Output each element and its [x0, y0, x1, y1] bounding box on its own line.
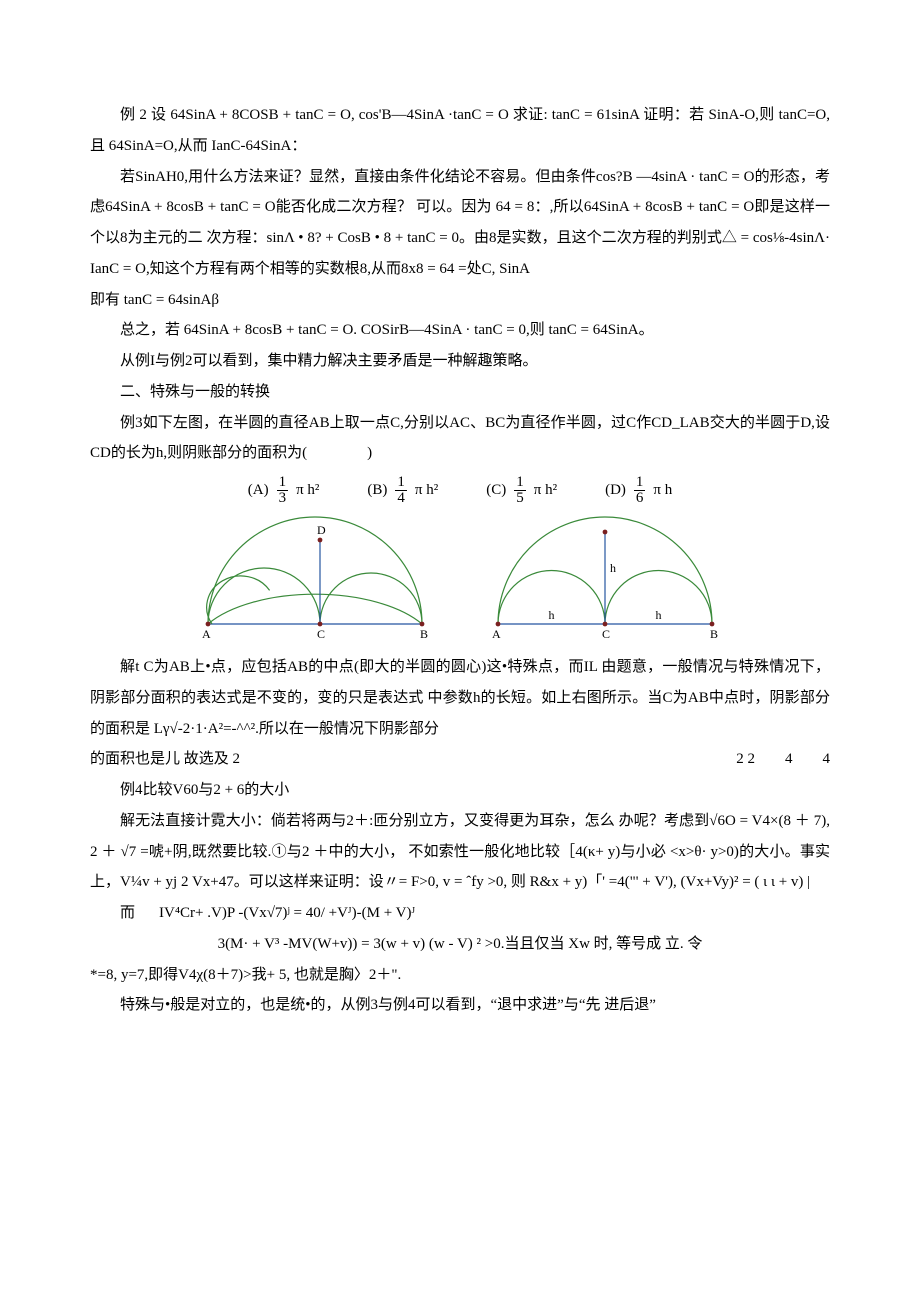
- figure-row: A B C D A B Ch h h: [90, 512, 830, 642]
- fraction-icon: 1 4: [395, 475, 407, 506]
- example-4-solution: 解无法直接计霓大小：倘若将两与2＋:匝分别立方，又变得更为耳杂，怎么 办呢？考虑…: [90, 806, 830, 898]
- svg-text:A: A: [202, 627, 211, 641]
- fraction-icon: 1 6: [634, 475, 646, 506]
- option-B-rest: π h²: [415, 482, 438, 499]
- option-C-label: (C): [486, 482, 506, 499]
- semicircle-figure-left: A B C D: [190, 512, 440, 642]
- option-B-label: (B): [367, 482, 387, 499]
- fraction-icon: 1 3: [277, 475, 289, 506]
- svg-text:h: h: [656, 608, 662, 622]
- er-line: 而 IV⁴Cr+ .V)P -(Vx√7)ʲ = 40/ +Vᴶ)-(M + V…: [90, 898, 830, 929]
- svg-text:C: C: [602, 627, 610, 641]
- option-D: (D) 1 6 π h: [605, 475, 672, 506]
- example-3-options: (A) 1 3 π h² (B) 1 4 π h² (C) 1 5 π h² (…: [90, 475, 830, 506]
- page: 例 2 设 64SinA + 8COSB + tanC = O, cos'B—4…: [0, 0, 920, 1301]
- svg-text:C: C: [317, 627, 325, 641]
- svg-text:D: D: [317, 523, 326, 537]
- example-3-solution-b: 的面积也是儿 故选及 2 2 2 4 4: [90, 744, 830, 775]
- option-D-rest: π h: [653, 482, 672, 499]
- option-B: (B) 1 4 π h²: [367, 475, 438, 506]
- svg-text:B: B: [420, 627, 428, 641]
- option-A-label: (A): [248, 482, 269, 499]
- example-4-statement: 例4比较V60与2 + 6的大小: [90, 775, 830, 806]
- strategy-remark: 从例I与例2可以看到，集中精力解决主要矛盾是一种解趣策略。: [90, 346, 830, 377]
- svg-text:A: A: [492, 627, 501, 641]
- example-2-proof-body: 若SinAH0,用什么方法来证？显然，直接由条件化结论不容易。但由条件cos?B…: [90, 162, 830, 285]
- option-D-label: (D): [605, 482, 626, 499]
- example-3-statement: 例3如下左图，在半圆的直径AB上取一点C,分别以AC、BC为直径作半圆，过C作C…: [90, 408, 830, 470]
- example-3-solution-a: 解t C为AB上•点，应包括AB的中点(即大的半圆的圆心)这•特殊点，而IL 由…: [90, 652, 830, 744]
- svg-text:h: h: [610, 561, 616, 575]
- svg-text:B: B: [710, 627, 718, 641]
- inequality-line: 3(M· + V³ -MV(W+v)) = 3(w + v) (w - V) ²…: [90, 929, 830, 960]
- example-2-summary: 总之，若 64SinA + 8cosB + tanC = O. COSirB—4…: [90, 315, 830, 346]
- example-2-statement: 例 2 设 64SinA + 8COSB + tanC = O, cos'B—4…: [90, 100, 830, 162]
- option-A-rest: π h²: [296, 482, 319, 499]
- svg-text:h: h: [549, 608, 555, 622]
- solution-b-left: 的面积也是儿 故选及 2: [90, 744, 240, 775]
- option-C-rest: π h²: [534, 482, 557, 499]
- fraction-icon: 1 5: [514, 475, 526, 506]
- substitution-line: *=8, y=7,即得V4χ(8＋7)>我+ 5, 也就是胸〉2＋".: [90, 960, 830, 991]
- closing-remark: 特殊与•般是对立的，也是统•的，从例3与例4可以看到，“退中求进”与“先 进后退…: [90, 990, 830, 1021]
- er-body: IV⁴Cr+ .V)P -(Vx√7)ʲ = 40/ +Vᴶ)-(M + V)ᴶ: [159, 898, 415, 929]
- option-A: (A) 1 3 π h²: [248, 475, 320, 506]
- section-2-heading: 二、特殊与一般的转换: [90, 377, 830, 408]
- option-C: (C) 1 5 π h²: [486, 475, 557, 506]
- semicircle-figure-right: A B Ch h h: [480, 512, 730, 642]
- er-label: 而: [90, 898, 135, 929]
- solution-b-right: 2 2 4 4: [736, 744, 830, 775]
- tanC-conclusion: 即有 tanC = 64sinAβ: [90, 285, 830, 316]
